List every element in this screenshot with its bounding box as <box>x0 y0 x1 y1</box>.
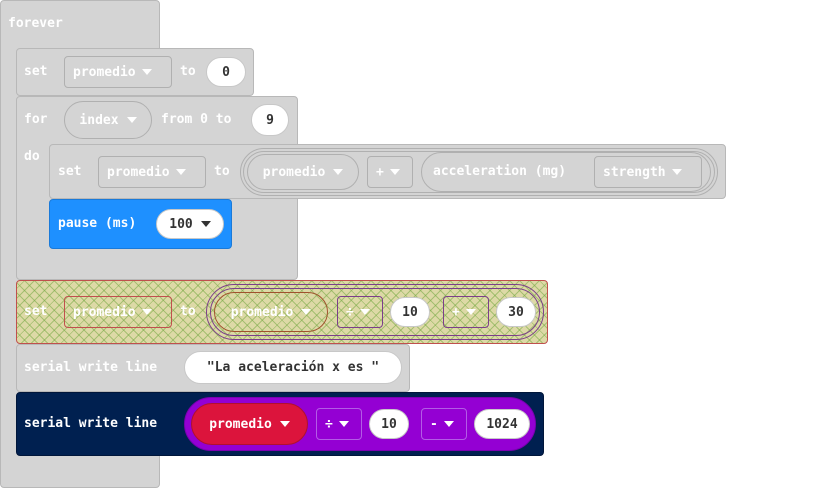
math-expression[interactable] <box>206 284 544 340</box>
chevron-down-icon <box>671 169 682 175</box>
chevron-down-icon <box>465 309 476 315</box>
loop-end-input[interactable]: 9 <box>251 104 289 136</box>
acceleration-label: acceleration (mg) <box>433 164 567 179</box>
chevron-down-icon <box>126 117 137 123</box>
chevron-down-icon <box>141 69 152 75</box>
forever-label: forever <box>8 16 63 31</box>
index-name: index <box>79 112 119 128</box>
serial-write-label: serial write line <box>24 360 158 375</box>
variable-reporter[interactable]: promedio <box>191 403 308 445</box>
math-expression[interactable] <box>240 148 718 196</box>
operator-symbol: - <box>430 416 438 432</box>
variable-name: promedio <box>262 164 326 180</box>
pause-label: pause (ms) <box>58 216 137 231</box>
set-label: set <box>24 304 48 319</box>
divisor-input[interactable]: 10 <box>369 409 409 439</box>
chevron-down-icon <box>200 221 211 227</box>
to-label: to <box>214 164 230 179</box>
chevron-down-icon <box>359 309 370 315</box>
do-label: do <box>24 149 40 164</box>
variable-name: promedio <box>107 164 170 180</box>
acceleration-reporter[interactable] <box>421 152 711 192</box>
variable-name: promedio <box>73 64 136 80</box>
to-label: to <box>180 64 196 79</box>
set-label: set <box>58 164 82 179</box>
index-variable-dropdown[interactable]: index <box>64 101 152 139</box>
operator-symbol: + <box>452 304 460 320</box>
minus-operator-dropdown[interactable]: - <box>421 408 467 440</box>
from-to-label: from 0 to <box>161 112 232 127</box>
operator-symbol: ÷ <box>346 304 354 320</box>
chevron-down-icon <box>175 169 186 175</box>
chevron-down-icon <box>333 169 344 175</box>
chevron-down-icon <box>301 309 312 315</box>
divisor-input[interactable]: 10 <box>390 297 430 327</box>
for-label: for <box>24 112 48 127</box>
chevron-down-icon <box>279 421 290 427</box>
divide-operator-dropdown[interactable]: ÷ <box>316 408 362 440</box>
strength-option: strength <box>603 164 666 180</box>
variable-dropdown[interactable]: promedio <box>98 156 206 188</box>
operator-dropdown[interactable]: + <box>367 156 413 188</box>
strength-dropdown[interactable]: strength <box>594 156 702 188</box>
operator-symbol: ÷ <box>325 416 333 432</box>
operator-symbol: + <box>376 164 384 180</box>
variable-reporter[interactable]: promedio <box>247 154 359 190</box>
chevron-down-icon <box>141 309 152 315</box>
pause-duration-input[interactable]: 100 <box>156 209 224 239</box>
divide-operator-dropdown[interactable]: ÷ <box>337 296 383 328</box>
variable-name: promedio <box>73 304 136 320</box>
variable-name: promedio <box>209 416 272 432</box>
chevron-down-icon <box>338 421 349 427</box>
variable-dropdown[interactable]: promedio <box>64 296 172 328</box>
serial-write-label: serial write line <box>24 416 158 431</box>
variable-dropdown[interactable]: promedio <box>64 56 172 88</box>
variable-name: promedio <box>230 304 294 320</box>
to-label: to <box>180 304 196 319</box>
math-expression-inner <box>210 288 540 336</box>
addend-input[interactable]: 30 <box>496 297 536 327</box>
value-input[interactable]: 0 <box>206 57 246 87</box>
subtrahend-input[interactable]: 1024 <box>474 409 530 439</box>
text-input[interactable]: "La aceleración x es " <box>184 351 402 384</box>
chevron-down-icon <box>389 169 400 175</box>
plus-operator-dropdown[interactable]: + <box>443 296 489 328</box>
pause-duration: 100 <box>169 216 193 232</box>
variable-reporter[interactable]: promedio <box>214 292 328 332</box>
chevron-down-icon <box>443 421 454 427</box>
set-label: set <box>24 64 48 79</box>
